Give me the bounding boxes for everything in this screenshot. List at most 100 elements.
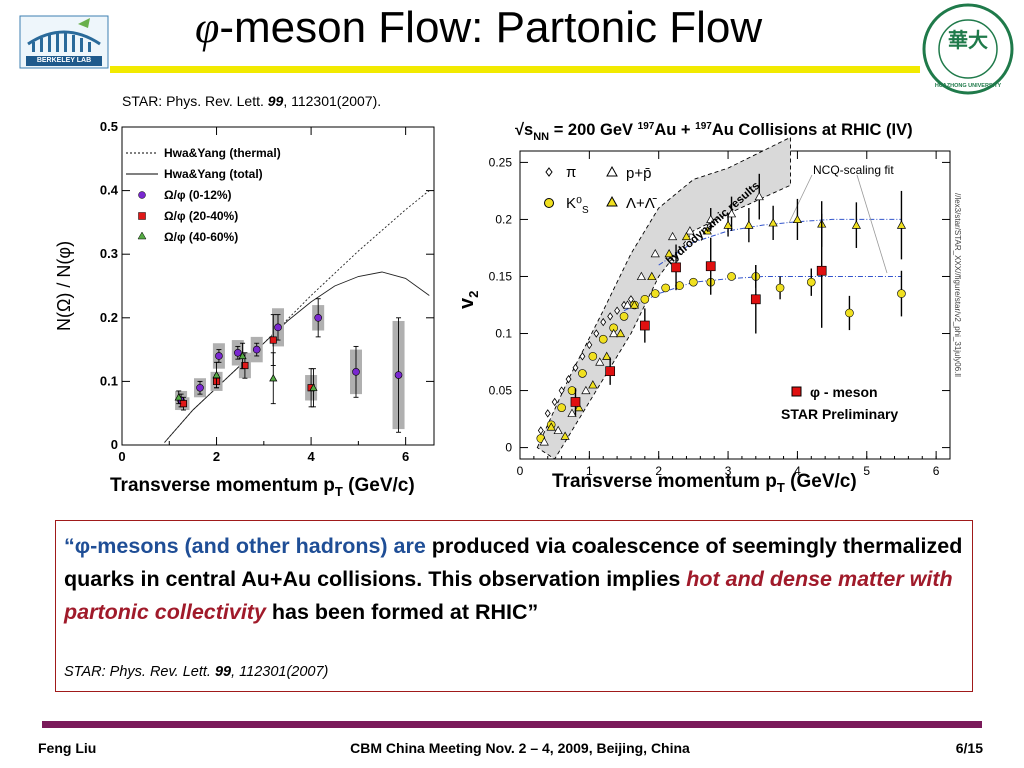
right-x-axis-label-sub: T [777,480,785,495]
right-y-axis-label-main: v [456,297,478,309]
footer-page-number: 6/15 [955,740,983,756]
omega-phi-point [174,393,183,401]
right-y-axis-label-sub: 2 [466,291,481,298]
v2-data-point [546,422,556,431]
footer-meeting: CBM China Meeting Nov. 2 – 4, 2009, Beij… [350,740,690,756]
v2-data-point [537,426,544,435]
quote-ref-volume: 99 [214,664,232,680]
v2-data-point [605,366,616,377]
v2-data-point [806,277,816,287]
right-chart-title: √sNN = 200 GeV 197Au + 197Au Collisions … [515,121,913,143]
v2-data-point [588,380,598,389]
legend-marker-40-60 [137,231,147,240]
v2-data-point [598,334,608,344]
v2-data-point [754,191,764,201]
quote-text: “φ-mesons (and other hadrons) are produc… [64,530,964,629]
left-x-axis-label-main: Transverse momentum p [110,475,335,496]
v2-data-point [595,357,605,366]
v2-data-point [539,437,549,446]
title-au2: Au Collisions at RHIC (IV) [712,121,913,139]
berkeley-lab-logo: BERKELEY LAB [18,14,110,70]
v2-data-point [750,294,761,305]
huazhong-emblem-glyph: 華大 [948,28,988,52]
right-x-tick-label: 0 [517,464,524,478]
right-x-tick-label: 4 [794,464,801,478]
berkeley-lab-label: BERKELEY LAB [36,57,92,64]
legend-label-0-12: Ω/φ (0-12%) [164,188,232,202]
right-y-tick-label: 0.15 [489,269,513,283]
left-y-tick-label: 0.2 [100,310,118,325]
v2-data-point [768,218,778,227]
footer-rule [42,721,982,728]
ref-prefix: STAR: Phys. Rev. Lett. [122,93,268,109]
right-x-tick-label: 2 [655,464,662,478]
v2-data-point [602,351,612,360]
omega-phi-point [394,371,403,379]
v2-data-point [570,397,581,407]
quote-box [55,520,973,692]
title-phi-symbol: φ [195,3,220,52]
left-plot-frame [121,126,435,446]
v2-data-point [727,272,736,281]
quote-ref-prefix: STAR: Phys. Rev. Lett. [64,664,215,680]
v2-data-point [702,226,712,235]
v2-data-point [574,402,584,412]
legend-phi-marker [791,386,802,397]
legend-ks0-marker [544,198,554,208]
right-x-axis-label-main: Transverse momentum p [552,471,777,492]
right-y-tick-label: 0.1 [495,327,512,341]
v2-data-point [650,289,660,298]
right-y-tick-label: 0.05 [489,384,513,398]
legend-label-40-60: Ω/φ (40-60%) [164,230,238,244]
left-y-axis-label: N(Ω) / N(φ) [54,241,74,331]
legend-total-label: Hwa&Yang (total) [164,167,263,181]
omega-phi-point [238,351,247,360]
legend-label-20-40: Ω/φ (20-40%) [164,209,238,223]
legend-ppbar-marker [606,165,618,177]
v2-data-point [706,214,716,223]
left-x-tick-label: 6 [402,449,409,464]
omega-phi-point [309,383,318,391]
v2-data-point [593,329,600,338]
left-y-tick-label: 0.3 [100,246,118,261]
quote-black-part-1: produced via coalescence of seemingly th… [64,534,963,591]
v2-data-point [667,231,678,241]
omega-phi-point [234,348,242,357]
ncq-scaling-label: NCQ-scaling fit [813,163,894,177]
left-y-tick-label: 0.1 [100,373,118,388]
v2-data-point [671,262,681,273]
v2-data-point [792,214,803,223]
legend-lambda-label: Λ+Λ̄ [626,195,657,212]
v2-data-point [647,271,657,281]
v2-data-point [567,408,577,417]
left-y-tick-label: 0 [111,437,118,452]
right-x-axis-label-unit: (GeV/c) [785,471,857,492]
ref-volume: 99 [267,93,284,109]
v2-data-point [705,261,716,272]
v2-data-point [723,220,733,229]
v2-data-point [544,409,551,418]
v2-data-point [615,328,626,338]
v2-data-point [726,209,737,218]
slide-title: φ-meson Flow: Partonic Flow [195,2,895,53]
quote-red-part: hot and dense matter with partonic colle… [64,567,953,624]
legend-marker-20-40 [138,212,146,220]
star-preliminary-label: STAR Preliminary [781,406,898,422]
quote-black-part-2: has been formed at RHIC” [265,600,539,624]
legend-pi-label: π [566,164,576,181]
v2-data-point [619,312,629,321]
omega-phi-point [215,352,223,360]
omega-phi-ratio-chart: 0 2 4 600.10.20.30.40.5 Hwa&Yang (thermal) … [54,119,435,499]
v2-data-point [650,248,660,258]
v2-data-point [685,226,695,235]
v2-data-point [845,308,854,318]
v2-data-point [744,220,754,229]
legend-ks0-label: K⁰S [566,195,589,216]
omega-phi-point [252,345,261,354]
title-au1: Au + [654,121,695,139]
v2-data-point [609,328,619,338]
left-y-tick-label: 0.5 [100,119,118,134]
omega-phi-point [212,370,221,379]
ncq-fit-mesons [623,276,902,312]
side-file-path: //lex3/star/STAR_XXX//figure/star/v2_phi… [953,193,962,377]
